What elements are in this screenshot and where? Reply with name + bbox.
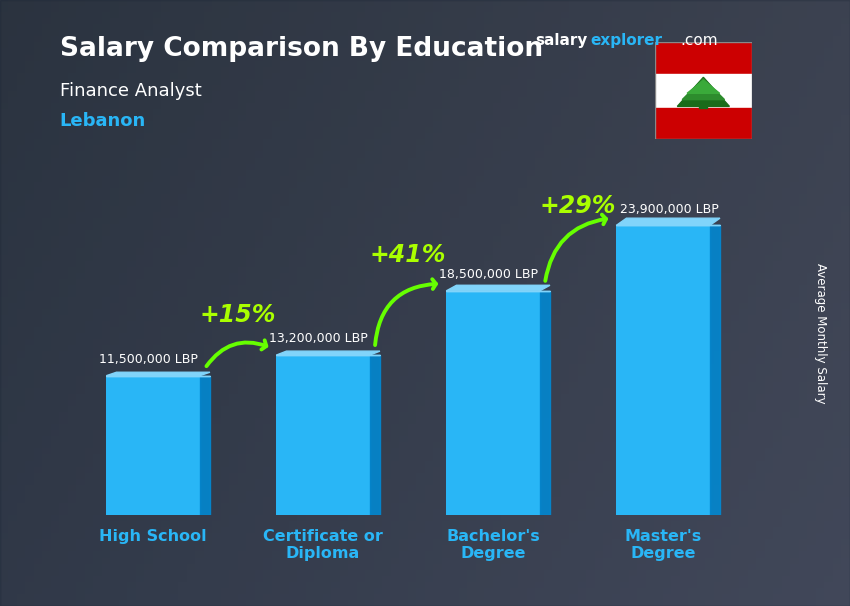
Polygon shape bbox=[677, 78, 729, 107]
Text: Finance Analyst: Finance Analyst bbox=[60, 82, 201, 100]
Polygon shape bbox=[370, 355, 380, 515]
FancyBboxPatch shape bbox=[654, 42, 752, 74]
FancyBboxPatch shape bbox=[446, 291, 540, 515]
Polygon shape bbox=[540, 291, 550, 515]
FancyBboxPatch shape bbox=[654, 108, 752, 139]
Text: +29%: +29% bbox=[540, 194, 616, 218]
Polygon shape bbox=[200, 376, 210, 515]
FancyBboxPatch shape bbox=[616, 225, 710, 515]
Text: salary: salary bbox=[536, 33, 588, 48]
Text: Average Monthly Salary: Average Monthly Salary bbox=[813, 263, 827, 404]
FancyBboxPatch shape bbox=[654, 74, 752, 108]
Text: 11,500,000 LBP: 11,500,000 LBP bbox=[99, 353, 197, 366]
Polygon shape bbox=[683, 79, 724, 99]
Text: Lebanon: Lebanon bbox=[60, 112, 145, 130]
Bar bbox=[700, 101, 707, 108]
Text: +15%: +15% bbox=[200, 303, 276, 327]
Polygon shape bbox=[276, 351, 380, 355]
Text: explorer: explorer bbox=[591, 33, 663, 48]
Text: 23,900,000 LBP: 23,900,000 LBP bbox=[620, 203, 719, 216]
FancyBboxPatch shape bbox=[106, 376, 200, 515]
Polygon shape bbox=[687, 80, 720, 93]
Polygon shape bbox=[616, 218, 720, 225]
FancyBboxPatch shape bbox=[276, 355, 370, 515]
Polygon shape bbox=[106, 372, 210, 376]
Polygon shape bbox=[710, 225, 720, 515]
Text: 18,500,000 LBP: 18,500,000 LBP bbox=[439, 268, 537, 281]
Text: Salary Comparison By Education: Salary Comparison By Education bbox=[60, 36, 542, 62]
Text: +41%: +41% bbox=[370, 242, 446, 267]
Text: 13,200,000 LBP: 13,200,000 LBP bbox=[269, 333, 367, 345]
Polygon shape bbox=[446, 285, 550, 291]
Text: .com: .com bbox=[680, 33, 717, 48]
